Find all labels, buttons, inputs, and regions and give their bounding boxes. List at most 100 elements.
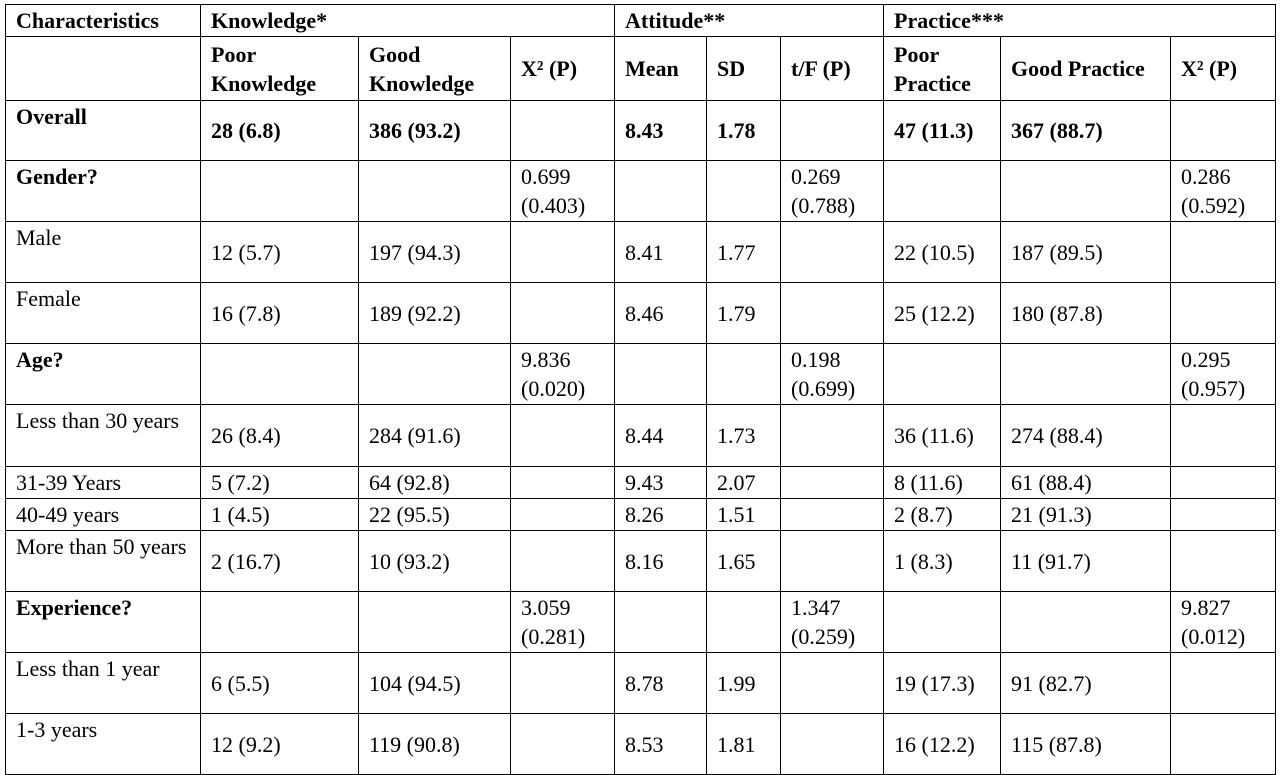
data-cell (509, 530, 616, 592)
data-cell (780, 221, 885, 283)
data-cell (1170, 221, 1277, 283)
data-cell (200, 343, 359, 405)
data-cell: 180 (87.8) (1000, 282, 1172, 344)
header-cell: Poor Knowledge (200, 36, 359, 101)
data-cell (706, 591, 782, 653)
row-label: 1-3 years (5, 713, 201, 775)
data-cell (706, 160, 782, 222)
data-cell: 47 (11.3) (883, 100, 1002, 161)
data-cell: 16 (7.8) (200, 282, 359, 344)
data-cell: 61 (88.4) (1000, 466, 1172, 499)
table-row: 31-39 Years 5 (7.2) 64 (92.8) 9.43 2.07 8 (11… (5, 466, 1277, 499)
data-cell (883, 343, 1002, 405)
header-cell: Good Practice (1000, 36, 1172, 101)
data-cell: 115 (87.8) (1000, 713, 1172, 775)
data-cell: 0.198 (0.699) (780, 343, 885, 405)
data-cell (509, 466, 616, 499)
data-cell: 0.295 (0.957) (1170, 343, 1277, 405)
data-cell (706, 343, 782, 405)
data-cell: 9.43 (614, 466, 708, 499)
row-label: Female (5, 282, 201, 344)
data-cell: 6 (5.5) (200, 652, 359, 714)
data-cell: 367 (88.7) (1000, 100, 1172, 161)
table-row: Experience? 3.059 (0.281) 1.347 (0.259) 9.8… (5, 591, 1277, 653)
table-row: Age? 9.836 (0.020) 0.198 (0.699) 0.295 (0.9… (5, 343, 1277, 405)
row-label: 40-49 years (5, 498, 201, 531)
data-cell: 2 (16.7) (200, 530, 359, 592)
data-cell (509, 100, 616, 161)
data-cell: 11 (91.7) (1000, 530, 1172, 592)
row-label: Age? (5, 343, 201, 405)
table-row: Less than 1 year 6 (5.5) 104 (94.5) 8.78 1.9… (5, 652, 1277, 714)
data-cell: 1 (4.5) (200, 498, 359, 531)
data-cell: 8.41 (614, 221, 708, 283)
row-label: Less than 30 years (5, 404, 201, 467)
data-cell: 12 (9.2) (200, 713, 359, 775)
data-cell: 16 (12.2) (883, 713, 1002, 775)
data-cell (1170, 713, 1277, 775)
header-cell: t/F (P) (780, 36, 885, 101)
data-cell: 21 (91.3) (1000, 498, 1172, 531)
header-cell: Mean (614, 36, 708, 101)
data-cell (780, 404, 885, 467)
table-row: Female 16 (7.8) 189 (92.2) 8.46 1.79 25 (12.2… (5, 282, 1277, 344)
data-cell (509, 221, 616, 283)
data-cell: 1.73 (706, 404, 782, 467)
data-cell: 22 (10.5) (883, 221, 1002, 283)
data-cell (509, 652, 616, 714)
row-label: Overall (5, 100, 201, 161)
data-cell (200, 591, 359, 653)
header-cell: Attitude** (614, 4, 885, 37)
data-cell: 1.99 (706, 652, 782, 714)
data-cell (1000, 591, 1172, 653)
data-cell (1170, 498, 1277, 531)
data-cell (358, 160, 511, 222)
data-cell: 8.44 (614, 404, 708, 467)
data-cell: 0.286 (0.592) (1170, 160, 1277, 222)
data-cell: 189 (92.2) (358, 282, 511, 344)
data-cell: 119 (90.8) (358, 713, 511, 775)
row-label: Experience? (5, 591, 201, 653)
data-cell: 26 (8.4) (200, 404, 359, 467)
data-cell (1000, 343, 1172, 405)
data-cell: 64 (92.8) (358, 466, 511, 499)
data-cell: 9.827 (0.012) (1170, 591, 1277, 653)
header-cell: Good Knowledge (358, 36, 511, 101)
data-cell (1170, 404, 1277, 467)
data-cell (358, 591, 511, 653)
data-cell: 8.43 (614, 100, 708, 161)
data-cell (780, 498, 885, 531)
data-cell (1170, 530, 1277, 592)
data-cell: 197 (94.3) (358, 221, 511, 283)
data-cell: 0.699 (0.403) (509, 160, 616, 222)
data-cell (780, 652, 885, 714)
data-cell (358, 343, 511, 405)
data-cell (883, 160, 1002, 222)
data-cell: 12 (5.7) (200, 221, 359, 283)
data-cell: 284 (91.6) (358, 404, 511, 467)
table-row: 40-49 years 1 (4.5) 22 (95.5) 8.26 1.51 2 (8.… (5, 498, 1277, 531)
data-cell: 1.78 (706, 100, 782, 161)
data-cell: 5 (7.2) (200, 466, 359, 499)
data-cell: 8.46 (614, 282, 708, 344)
data-cell: 19 (17.3) (883, 652, 1002, 714)
table-row: Male 12 (5.7) 197 (94.3) 8.41 1.77 22 (10.5) 1… (5, 221, 1277, 283)
table-row: 1-3 years 12 (9.2) 119 (90.8) 8.53 1.81 16 (1… (5, 713, 1277, 775)
header-cell (5, 36, 201, 101)
data-cell (509, 498, 616, 531)
header-cell: X² (P) (509, 36, 616, 101)
data-cell: 3.059 (0.281) (509, 591, 616, 653)
data-cell (883, 591, 1002, 653)
header-cell: Practice*** (883, 4, 1277, 37)
data-cell (780, 466, 885, 499)
data-cell: 28 (6.8) (200, 100, 359, 161)
data-cell: 274 (88.4) (1000, 404, 1172, 467)
table-row: Overall 28 (6.8) 386 (93.2) 8.43 1.78 47 (11.… (5, 100, 1277, 161)
data-cell (614, 160, 708, 222)
data-cell: 2.07 (706, 466, 782, 499)
data-cell: 9.836 (0.020) (509, 343, 616, 405)
data-cell (780, 530, 885, 592)
data-cell (200, 160, 359, 222)
data-cell: 8 (11.6) (883, 466, 1002, 499)
